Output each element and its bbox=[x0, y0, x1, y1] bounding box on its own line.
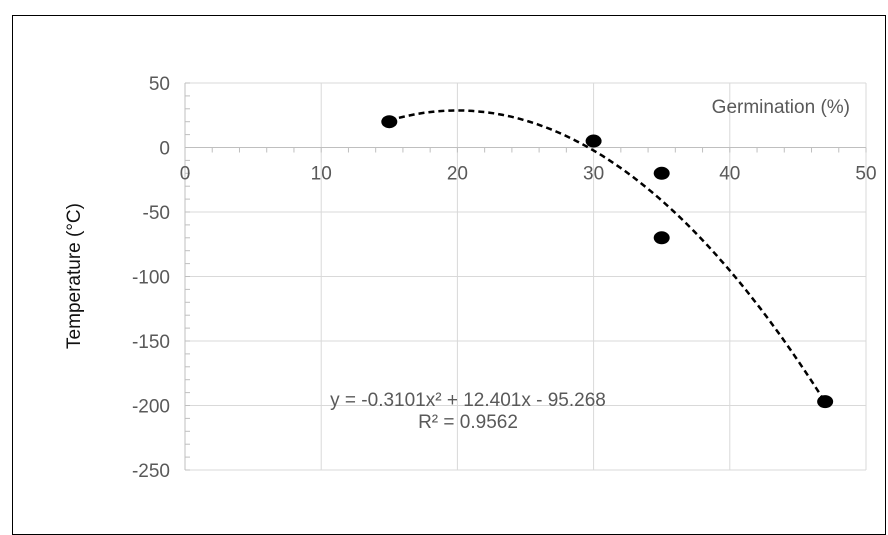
axes bbox=[184, 82, 867, 471]
x-tick-label: 30 bbox=[583, 164, 604, 185]
y-axis-label: Temperature (°C) bbox=[64, 203, 85, 349]
trendline-equation: y = -0.3101x² + 12.401x - 95.268 bbox=[330, 390, 606, 411]
y-tick-labels: 50 0 -50 -100 -150 -200 -250 bbox=[132, 74, 170, 482]
data-point bbox=[653, 231, 670, 245]
x-tick-label: 50 bbox=[855, 164, 876, 185]
data-point bbox=[653, 166, 670, 180]
y-tick-label: -150 bbox=[132, 332, 170, 353]
y-tick-label: 50 bbox=[149, 74, 170, 95]
x-tick-label: 20 bbox=[447, 164, 468, 185]
data-point bbox=[381, 115, 398, 129]
x-tick-label: 10 bbox=[311, 164, 332, 185]
data-points bbox=[381, 115, 834, 409]
chart-frame bbox=[12, 15, 886, 535]
y-tick-label: -200 bbox=[132, 397, 170, 418]
y-tick-label: 0 bbox=[159, 139, 170, 160]
y-tick-label: -50 bbox=[143, 203, 170, 224]
trendline bbox=[388, 109, 827, 403]
y-tick-label: -100 bbox=[132, 268, 170, 289]
x-tick-label: 40 bbox=[719, 164, 740, 185]
x-tick-label: 0 bbox=[180, 164, 191, 185]
data-point bbox=[585, 134, 602, 148]
data-point bbox=[817, 395, 834, 409]
chart-svg: 0 10 20 30 40 50 50 0 -50 -100 -150 -200 -250 Tempe… bbox=[64, 74, 877, 482]
trendline-r-squared: R² = 0.9562 bbox=[418, 412, 518, 433]
y-tick-label: -250 bbox=[132, 461, 170, 482]
legend-label: Germination (%) bbox=[712, 97, 850, 118]
x-tick-labels: 0 10 20 30 40 50 bbox=[180, 164, 877, 185]
grid bbox=[184, 82, 867, 471]
